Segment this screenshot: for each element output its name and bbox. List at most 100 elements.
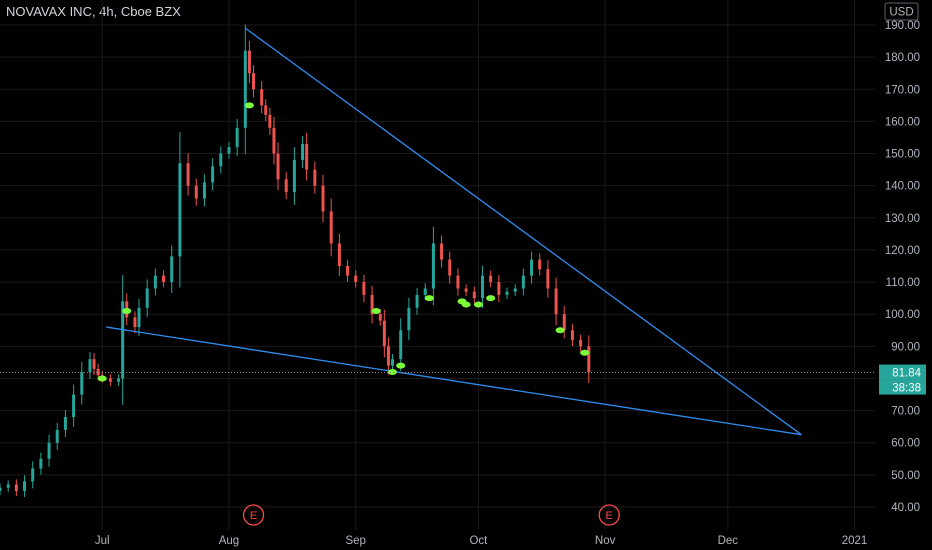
countdown-badge xyxy=(879,379,926,395)
candle-body xyxy=(117,378,121,382)
candle-body xyxy=(31,468,35,482)
x-tick-label: Dec xyxy=(718,535,739,547)
candle-body xyxy=(153,275,157,289)
candle-body xyxy=(268,114,272,128)
candle-body xyxy=(39,458,43,469)
candle-body xyxy=(23,481,27,491)
candle-body xyxy=(47,442,51,459)
candle-body xyxy=(63,417,67,430)
x-tick-label: 2021 xyxy=(842,535,868,547)
candle-body xyxy=(513,288,517,292)
y-tick-label: 60.00 xyxy=(891,438,920,450)
candle-body xyxy=(399,330,403,360)
signal-marker xyxy=(244,102,254,109)
y-tick-label: 170.00 xyxy=(885,84,920,96)
candle-body xyxy=(321,185,325,212)
candle-body xyxy=(133,317,137,328)
candle-body xyxy=(6,484,10,488)
candle-body xyxy=(292,159,296,193)
signal-marker xyxy=(424,295,434,302)
candle-body xyxy=(570,330,574,340)
candle-body xyxy=(370,294,374,315)
candle-body xyxy=(178,163,182,257)
chart-title: NOVAVAX INC, 4h, Cboe BZX xyxy=(6,4,181,19)
price-axis[interactable]: 40.0050.0060.0070.0080.0090.00100.00110.… xyxy=(875,0,932,550)
y-tick-label: 140.00 xyxy=(885,181,920,193)
candle-body xyxy=(0,487,2,491)
y-tick-label: 70.00 xyxy=(891,406,920,418)
candle-body xyxy=(313,169,317,186)
candle-body xyxy=(480,275,484,299)
candle-body xyxy=(440,243,444,260)
price-axis-bg xyxy=(875,0,932,550)
candle-body xyxy=(162,275,166,283)
candle-body xyxy=(137,307,141,328)
trendline xyxy=(106,326,802,436)
candle-body xyxy=(202,182,206,199)
candle-body xyxy=(284,179,288,193)
signal-marker xyxy=(396,362,406,369)
candle-body xyxy=(521,275,525,289)
candle-body xyxy=(301,143,305,160)
y-tick-label: 50.00 xyxy=(891,470,920,482)
candle-body xyxy=(88,359,92,373)
signal-marker xyxy=(555,327,565,334)
candle-body xyxy=(546,269,550,289)
candle-body xyxy=(448,259,452,276)
candle-body xyxy=(276,153,280,180)
candle-body xyxy=(362,282,366,295)
candle-body xyxy=(354,275,358,283)
y-tick-label: 40.00 xyxy=(891,502,920,514)
y-tick-label: 190.00 xyxy=(885,20,920,32)
y-tick-label: 110.00 xyxy=(886,277,920,289)
candle-body xyxy=(252,73,256,90)
candle-body xyxy=(14,484,18,491)
earnings-icon[interactable] xyxy=(242,504,265,526)
candle-body xyxy=(456,275,460,289)
signal-marker xyxy=(122,307,132,314)
candle-body xyxy=(305,143,309,170)
candle-body xyxy=(55,429,59,443)
currency-label: USD xyxy=(889,7,913,19)
last-price-badge xyxy=(879,364,926,380)
candle-body xyxy=(186,163,190,186)
candle-body xyxy=(391,359,395,366)
candle-body xyxy=(264,105,268,115)
candle-body xyxy=(194,185,198,199)
y-tick-label: 120.00 xyxy=(885,245,920,257)
earnings-label: E xyxy=(250,510,257,522)
candle-body xyxy=(219,153,223,167)
signal-marker xyxy=(580,349,590,356)
candle-body xyxy=(72,394,76,418)
time-axis[interactable]: Jul Aug Sep Oct Nov Dec 2021 xyxy=(95,535,867,547)
earnings-icon[interactable] xyxy=(598,504,620,526)
candle-body xyxy=(382,320,386,347)
candle-body xyxy=(96,368,100,376)
candle-body xyxy=(235,127,239,148)
earnings-label: E xyxy=(606,510,613,522)
candle-body xyxy=(472,291,476,299)
countdown-label: 38:38 xyxy=(892,383,921,395)
candle-body xyxy=(337,243,341,266)
candle-body xyxy=(407,307,411,331)
candle-body xyxy=(260,89,264,106)
candle-body xyxy=(497,282,501,295)
x-tick-label: Nov xyxy=(595,535,616,547)
candle-body xyxy=(431,243,435,289)
trendline xyxy=(244,27,802,436)
signal-marker xyxy=(473,301,483,308)
grid-lines xyxy=(0,0,875,530)
last-price-label: 81.84 xyxy=(892,368,921,380)
candle-body xyxy=(505,291,509,295)
candle-body xyxy=(538,259,542,270)
candle-body xyxy=(346,266,350,276)
candle-body xyxy=(211,166,215,183)
signal-marker xyxy=(461,301,471,308)
y-tick-label: 100.00 xyxy=(885,309,920,321)
candle-body xyxy=(121,301,125,379)
candle-body xyxy=(243,50,247,128)
signal-marker xyxy=(388,369,398,376)
candle-body xyxy=(247,50,251,74)
